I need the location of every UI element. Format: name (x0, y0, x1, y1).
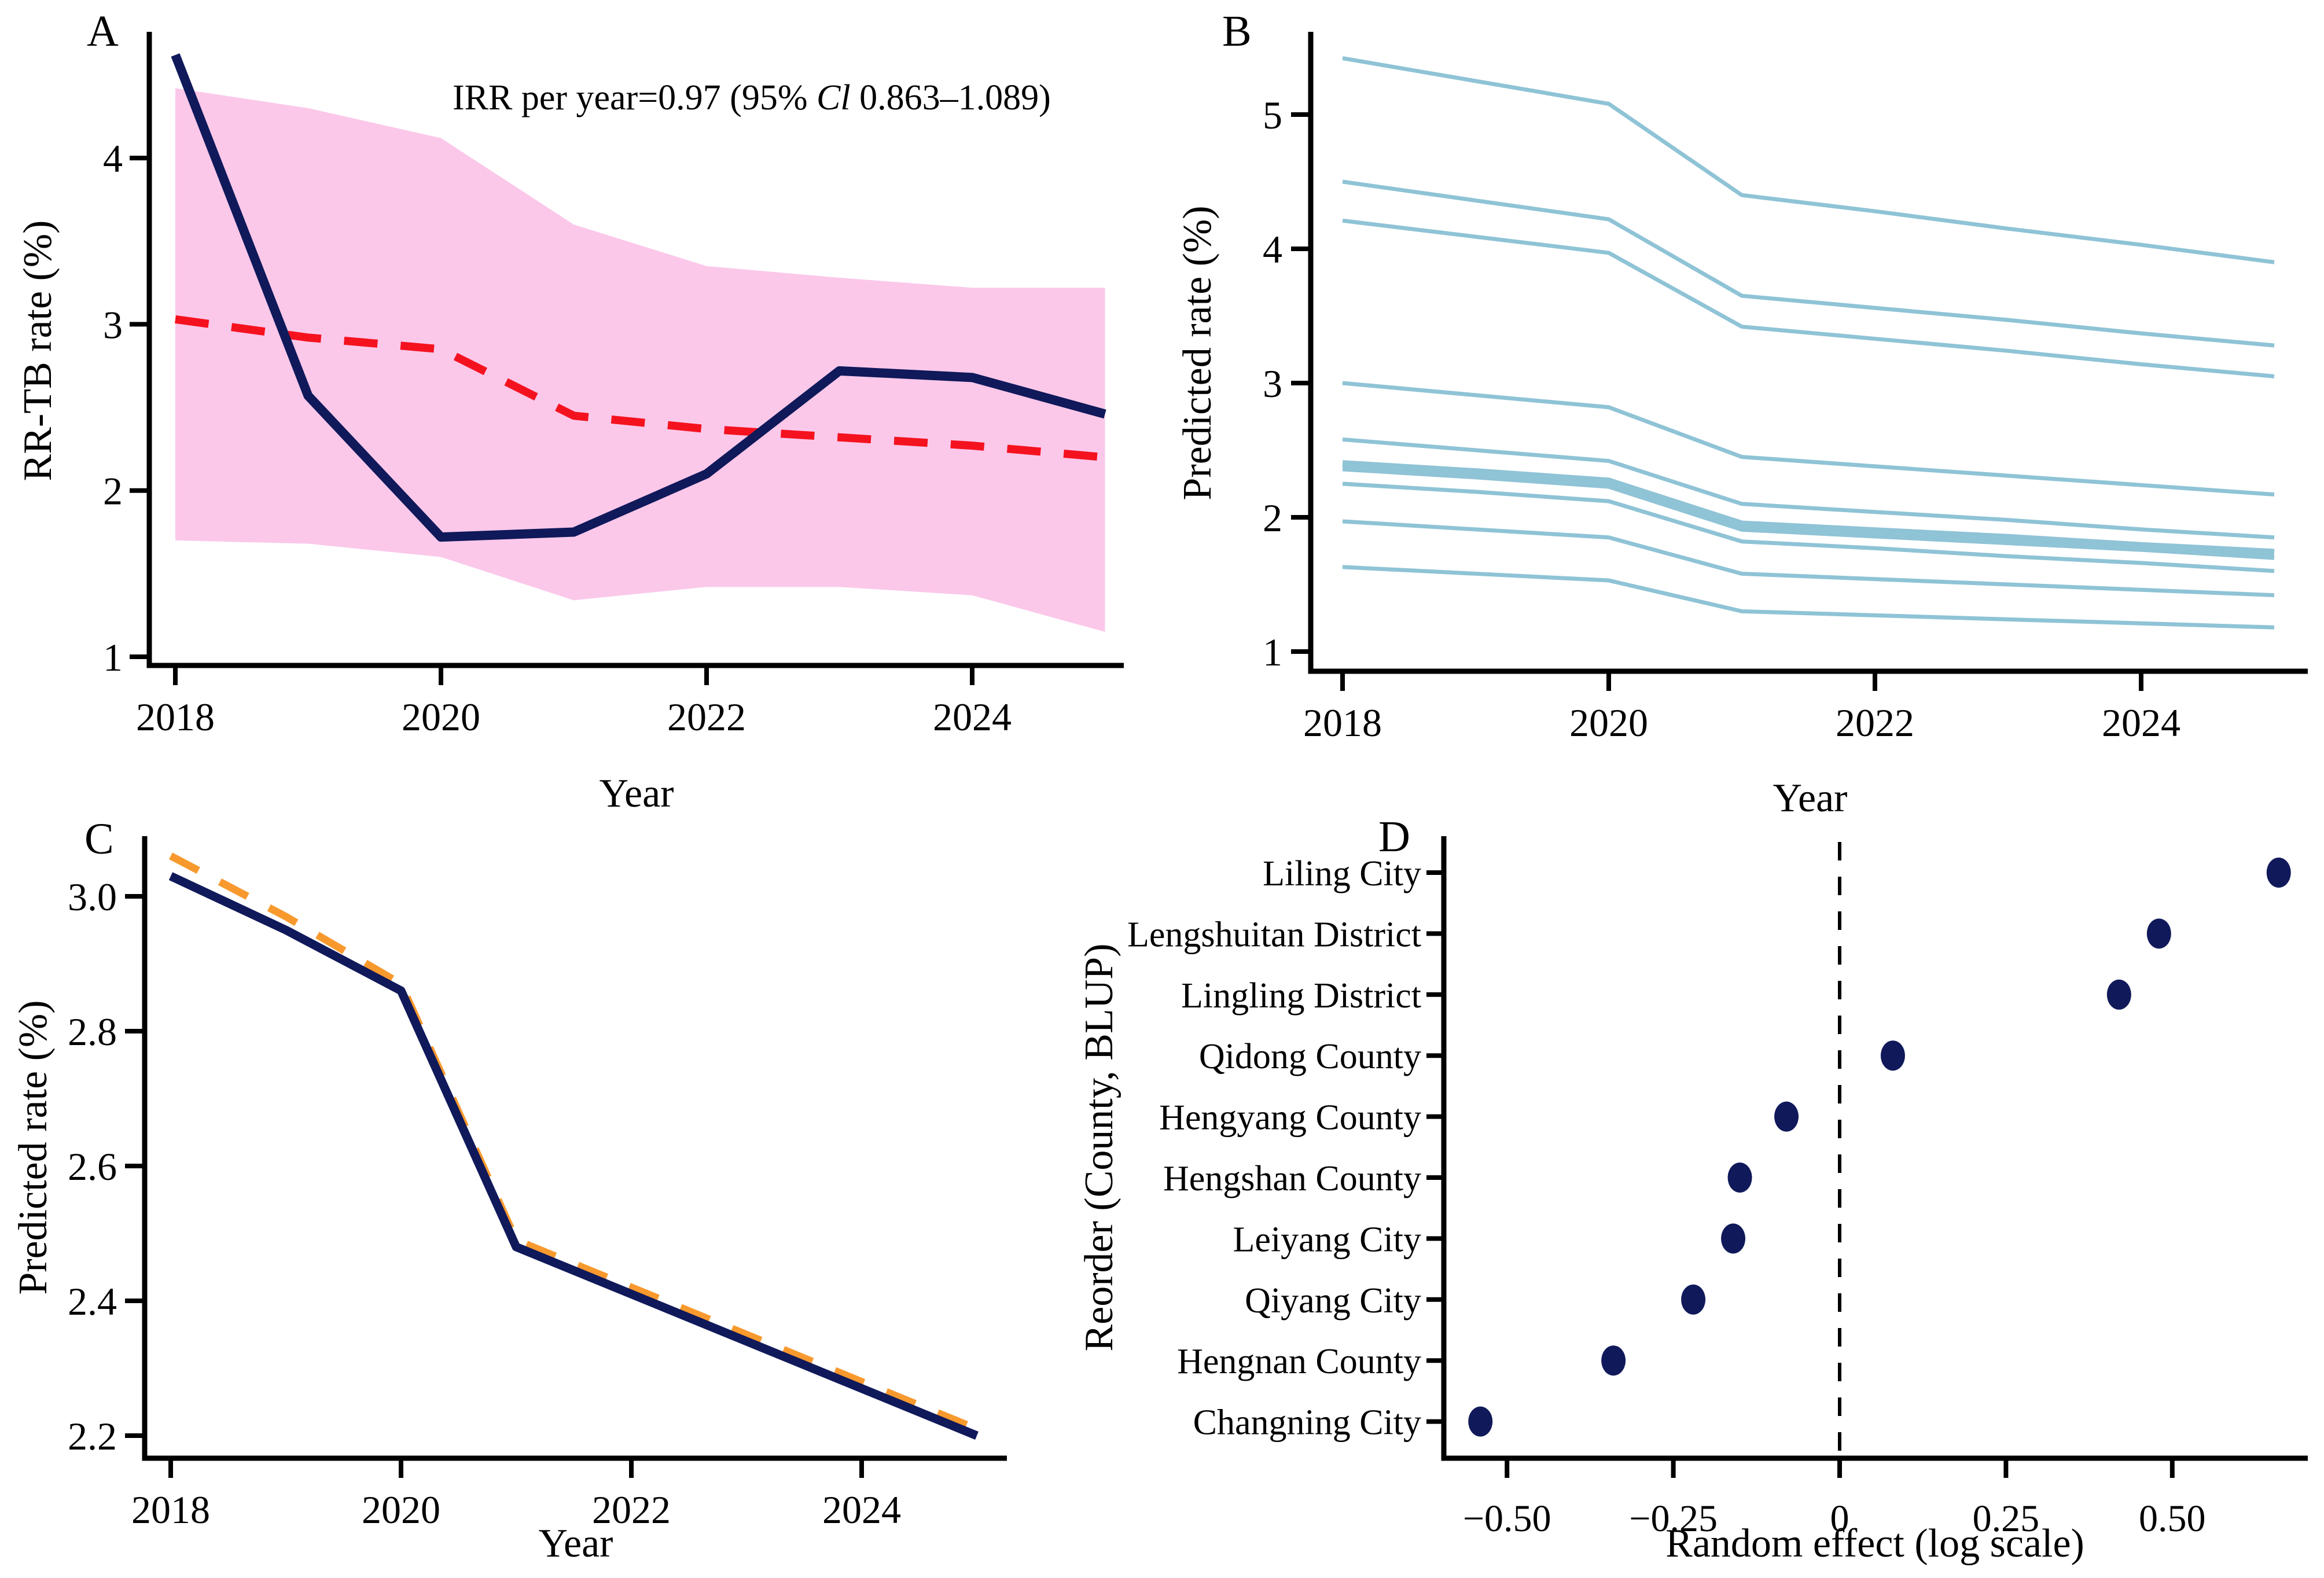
series-county-trajectory-5 (1342, 437, 2275, 540)
panel-a-ylabel: RR-TB rate (%) (16, 220, 60, 481)
blup-dot (1880, 1040, 1905, 1071)
panel-c-letter: C (84, 815, 114, 863)
panel-d-plot: Liling City Lengshuitan District Lingling … (1127, 836, 2308, 1540)
blup-dot (1727, 1163, 1752, 1193)
panel-d-xlabel: Random effect (log scale) (1665, 1521, 2084, 1566)
panel-b-plot: 1 2 3 4 5 2018 2020 2022 2024 (1263, 32, 2308, 745)
x-tick-label: 0.25 (1973, 1498, 2040, 1540)
x-tick-label: 2024 (2102, 701, 2180, 745)
panel-d-letter: D (1378, 812, 1410, 861)
y-tick-label: 4 (1263, 227, 1282, 271)
category-label: Lengshuitan District (1127, 915, 1421, 954)
confidence-band (175, 88, 1105, 632)
series-county-trajectory-9 (1342, 519, 2275, 598)
panel-c-ylabel: Predicted rate (%) (11, 1000, 56, 1295)
series-county-trajectory-4 (1342, 381, 2275, 497)
series-county-trajectory-1 (1342, 56, 2275, 264)
series-county-trajectory-2 (1342, 179, 2275, 348)
panel-a-letter: A (87, 7, 119, 56)
series-county-trajectory-6 (1342, 460, 2275, 556)
x-tick-label: 2024 (822, 1488, 901, 1532)
y-tick-label: 5 (1263, 93, 1282, 137)
panel-b-letter: B (1222, 7, 1252, 56)
category-label: Lingling District (1181, 976, 1421, 1016)
series-county-trajectory-7 (1342, 466, 2275, 560)
x-tick-label: 2018 (1303, 701, 1382, 745)
y-tick-label: 1 (1263, 630, 1282, 674)
category-label: Changning City (1193, 1403, 1421, 1443)
series-county-trajectory-8 (1342, 481, 2275, 573)
y-tick-label: 2.4 (68, 1279, 117, 1323)
category-label: Liling City (1263, 854, 1421, 893)
y-tick-label: 2 (103, 469, 123, 513)
x-tick-label: 0 (1830, 1498, 1849, 1540)
y-tick-label: 2.6 (68, 1145, 117, 1189)
blup-dot (1468, 1406, 1493, 1437)
series-county-trajectory-3 (1342, 218, 2275, 378)
blup-dot (1681, 1284, 1706, 1315)
y-tick-label: 2.2 (68, 1414, 117, 1458)
panel-a-xlabel: Year (599, 771, 674, 816)
irr-annotation: IRR per year=0.97 (95% Cl 0.863–1.089) (453, 80, 1051, 116)
y-tick-label: 2 (1263, 496, 1282, 540)
category-label: Hengshan County (1163, 1159, 1421, 1198)
y-tick-label: 4 (103, 137, 123, 181)
x-tick-label: 2020 (402, 695, 480, 739)
blup-dot (1601, 1345, 1626, 1376)
series-navy-solid-observed (171, 53, 1106, 542)
irr-annotation-suffix: 0.863–1.089) (850, 78, 1051, 117)
panel-a-plot: 1 2 3 4 2018 2020 2022 2024 (103, 32, 1124, 739)
blup-dot (1774, 1101, 1799, 1132)
irr-annotation-prefix: IRR per year=0.97 (95% (453, 78, 817, 117)
x-tick-label: 2024 (933, 695, 1012, 739)
y-tick-label: 3.0 (68, 875, 117, 919)
series-orange-dashed-fit (168, 852, 979, 1433)
x-tick-label: 2018 (136, 695, 215, 739)
blup-dot (2106, 979, 2131, 1010)
x-tick-label: 2020 (362, 1488, 440, 1532)
y-tick-label: 3 (103, 303, 123, 347)
series-red-dashed-trend (175, 315, 1106, 462)
panel-c-xlabel: Year (538, 1521, 613, 1566)
panel-b-xlabel: Year (1773, 776, 1848, 821)
x-tick-label: 2018 (131, 1488, 210, 1532)
category-label: Hengyang County (1159, 1098, 1421, 1138)
x-tick-label: 2022 (667, 695, 746, 739)
blup-dot (2266, 858, 2291, 888)
x-tick-label: 2020 (1569, 701, 1648, 745)
category-label: Leiyang City (1233, 1220, 1421, 1259)
category-label: Qiyang City (1245, 1281, 1421, 1320)
x-tick-label: 2022 (1836, 701, 1914, 745)
irr-annotation-italic: Cl (816, 78, 851, 117)
panel-c-plot: 2.2 2.4 2.6 2.8 3.0 2018 2020 2022 2024 (68, 836, 1007, 1532)
blup-dot (1721, 1223, 1746, 1254)
panel-b-ylabel: Predicted rate (%) (1175, 205, 1220, 501)
blup-dot (2146, 918, 2171, 949)
series-navy-solid-predicted (168, 872, 979, 1440)
panel-d-ylabel: Reorder (County, BLUP) (1077, 943, 1121, 1352)
x-tick-label: 0.50 (2139, 1498, 2206, 1540)
category-label: Qidong County (1199, 1037, 1421, 1076)
y-tick-label: 2.8 (68, 1010, 117, 1054)
y-tick-label: 3 (1263, 362, 1282, 406)
x-tick-label: 2022 (592, 1488, 671, 1532)
x-tick-label: −0.50 (1463, 1498, 1551, 1540)
series-county-trajectory-10 (1342, 565, 2275, 630)
category-label: Hengnan County (1177, 1342, 1421, 1381)
x-tick-label: −0.25 (1629, 1498, 1718, 1540)
y-tick-label: 1 (103, 635, 123, 679)
